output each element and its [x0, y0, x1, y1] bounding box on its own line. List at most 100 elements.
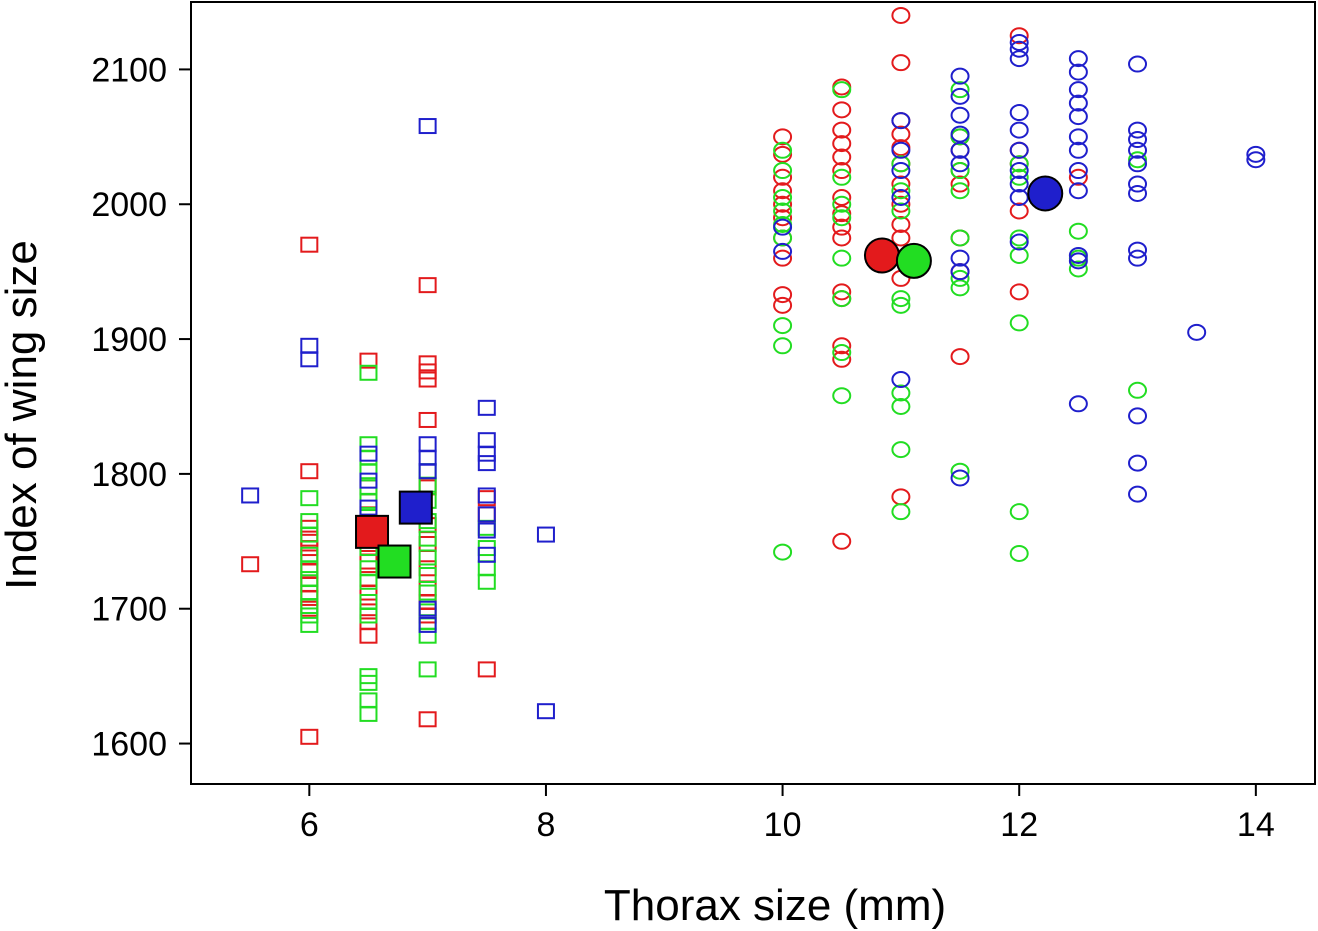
blue-circle-point: [1128, 249, 1148, 267]
green-square-point: [418, 530, 437, 547]
red-circle-point: [1009, 27, 1029, 45]
red-square-point: [418, 355, 437, 372]
red-circle-point: [832, 283, 852, 301]
blue-circle-point: [950, 87, 970, 105]
green-square-point: [359, 573, 378, 590]
red-square-point: [359, 627, 378, 644]
y-axis: 1600 1700 1800 1900 2000 2100: [91, 51, 191, 764]
red-circle-point: [1068, 168, 1088, 186]
blue-circle-point: [1009, 50, 1029, 68]
red-circle-point: [1009, 283, 1029, 301]
red-circle-point: [891, 229, 911, 247]
green-circle-point: [891, 384, 911, 402]
green-circle-point: [773, 141, 793, 159]
blue-square-point: [418, 600, 437, 617]
green-square-point: [418, 661, 437, 678]
red-circle-point: [891, 215, 911, 233]
red-circle-point: [832, 229, 852, 247]
green-circle-point: [773, 317, 793, 335]
green-circle-point: [832, 249, 852, 267]
x-tick-label: 12: [1000, 806, 1038, 844]
blue-circle-point: [1128, 184, 1148, 202]
blue-circle-point: [891, 189, 911, 206]
blue-circle-point: [891, 371, 911, 389]
blue-circle-point: [1068, 94, 1088, 112]
y-tick-label: 2100: [91, 51, 167, 89]
blue-square-point: [359, 445, 378, 462]
blue-square-point: [418, 463, 437, 480]
blue-circle-point: [1009, 233, 1029, 251]
red-circle-point: [950, 348, 970, 366]
x-tick-label: 6: [300, 806, 319, 844]
y-tick-label: 2000: [91, 186, 167, 224]
red-square-point: [359, 584, 378, 601]
blue-circle-point: [950, 106, 970, 124]
blue-circle-point: [1068, 246, 1088, 264]
red-circle-point: [832, 162, 852, 180]
red-circle-point: [832, 121, 852, 139]
green-circle-mean-marker: [895, 242, 932, 279]
green-circle-point: [950, 229, 970, 247]
blue-circle-point: [1068, 50, 1088, 68]
blue-circle-point: [1246, 151, 1266, 169]
green-circle-point: [891, 296, 911, 314]
green-square-point: [418, 549, 437, 566]
red-square-point: [418, 371, 437, 388]
red-square-point: [300, 463, 319, 480]
blue-circle-point: [1128, 241, 1148, 259]
blue-circle-point: [1009, 141, 1029, 159]
blue-circle-point: [1246, 145, 1266, 163]
green-square-point: [359, 705, 378, 722]
blue-square-point: [477, 487, 496, 504]
blue-square-point: [477, 546, 496, 563]
green-circle-point: [950, 182, 970, 200]
green-circle-point: [950, 279, 970, 297]
blue-circle-point: [1128, 407, 1148, 425]
x-axis-title: Thorax size (mm): [604, 881, 946, 930]
red-circle-point: [773, 168, 793, 186]
red-circle-point: [832, 218, 852, 236]
blue-circle-point: [1009, 121, 1029, 139]
red-circle-point: [832, 135, 852, 153]
blue-circle-point: [1068, 162, 1088, 180]
blue-circle-point: [1128, 454, 1148, 472]
green-circle-point: [891, 202, 911, 220]
red-square-point: [418, 363, 437, 380]
x-axis: 6 8 10 12 14: [300, 784, 1275, 844]
green-square-point: [418, 584, 437, 601]
green-square-point: [418, 627, 437, 644]
blue-circle-point: [1068, 81, 1088, 99]
blue-square-point: [359, 472, 378, 489]
blue-circle-point: [1009, 33, 1029, 51]
green-square-point: [359, 674, 378, 691]
green-circle-point: [1009, 314, 1029, 332]
green-circle-point: [1009, 503, 1029, 521]
green-circle-point: [950, 162, 970, 180]
blue-circle-point: [1128, 131, 1148, 149]
blue-circle-point: [1128, 121, 1148, 139]
green-square-point: [300, 598, 319, 615]
blue-circle-point: [950, 263, 970, 281]
y-tick-label: 1700: [91, 591, 167, 629]
green-circle-point: [832, 209, 852, 227]
blue-circle-point: [891, 162, 911, 180]
red-square-point: [359, 352, 378, 369]
green-square-point: [300, 526, 319, 543]
blue-circle-mean-marker: [1027, 175, 1064, 212]
blue-circle-point: [1187, 323, 1207, 341]
green-circle-point: [773, 543, 793, 561]
blue-square-point: [359, 499, 378, 516]
blue-square-point: [477, 506, 496, 523]
green-square-point: [359, 364, 378, 381]
green-circle-point: [773, 337, 793, 355]
y-tick-label: 1900: [91, 321, 167, 359]
green-circle-point: [1009, 229, 1029, 247]
blue-circle-point: [1068, 141, 1088, 159]
blue-circle-point: [1068, 252, 1088, 270]
green-circle-point: [832, 168, 852, 186]
green-circle-point: [773, 162, 793, 180]
blue-circle-point: [773, 242, 793, 260]
blue-circle-point: [891, 112, 911, 130]
red-circle-point: [891, 54, 911, 72]
green-circle-point: [832, 344, 852, 362]
